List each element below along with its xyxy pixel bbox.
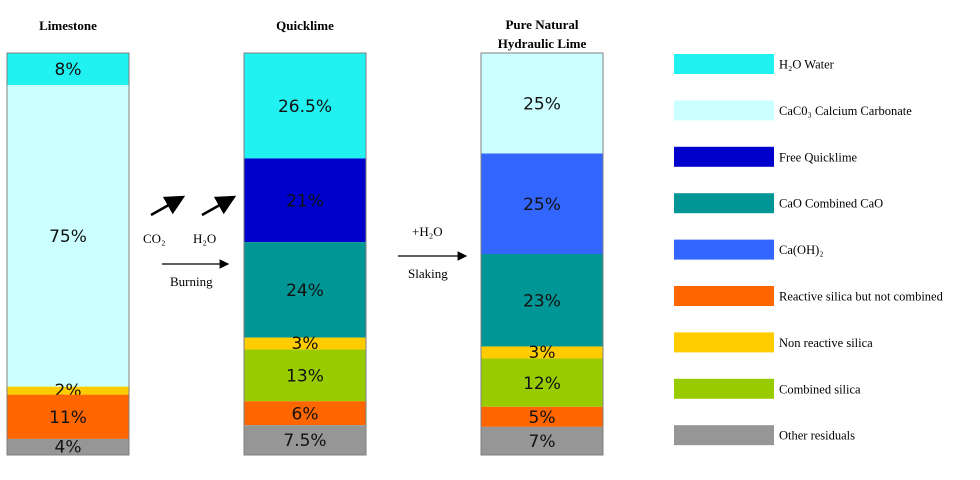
segment-value-label: 12%: [523, 374, 561, 394]
legend-item-other: Other residuals: [674, 425, 855, 446]
legend: H₂O Water CaC0₃ Calcium Carbonate Free Qui…: [674, 54, 944, 446]
bar-segment-combined-silica: [244, 349, 366, 402]
legend-label: Non reactive silica: [779, 336, 873, 350]
legend-label: Ca(OH)₂: [779, 243, 824, 257]
co2-label: CO₂: [143, 231, 166, 246]
bar-segment-caco3: [7, 85, 129, 387]
legend-swatch: [674, 425, 774, 446]
segment-value-label: 6%: [292, 404, 319, 424]
transition-burning: CO₂ H₂O Burning: [143, 195, 237, 289]
bar-segment-combined-cao: [244, 242, 366, 338]
bar-segment-combined-cao: [481, 254, 603, 347]
bar-segment-non-reactive-silica: [7, 386, 129, 395]
column-title: Limestone: [39, 18, 97, 33]
segment-value-label: 21%: [286, 191, 324, 211]
bar-segment-free-quicklime: [244, 158, 366, 243]
legend-label: Combined silica: [779, 382, 861, 396]
column-outline: [243, 52, 367, 456]
bar-segment-other: [7, 438, 129, 455]
legend-swatch: [674, 286, 774, 306]
legend-swatch: [674, 146, 774, 167]
legend-swatch: [674, 378, 774, 399]
bar-segment-h2o: [244, 53, 366, 159]
segment-value-label: 8%: [55, 60, 82, 80]
column-1: 8%75%2%11%4%Limestone: [6, 18, 130, 457]
segment-value-label: 25%: [523, 94, 561, 114]
h2o-release-arrow: [201, 195, 237, 217]
segment-value-label: 11%: [49, 408, 87, 428]
bar-segment-reactive-silica: [481, 406, 603, 427]
bar-segment-reactive-silica: [7, 394, 129, 439]
column-title: Quicklime: [276, 18, 334, 33]
legend-swatch: [674, 332, 774, 353]
segment-value-label: 75%: [49, 227, 87, 247]
segment-value-label: 3%: [292, 334, 319, 354]
segment-value-label: 23%: [523, 291, 561, 311]
segment-value-label: 24%: [286, 281, 324, 301]
legend-swatch: [674, 100, 774, 121]
segment-value-label: 4%: [55, 437, 82, 457]
bar-segment-other: [481, 426, 603, 455]
segment-value-label: 5%: [529, 408, 556, 428]
legend-item-combined-cao: CaO Combined CaO: [674, 193, 883, 214]
bar-segment-caco3: [481, 53, 603, 154]
segment-value-label: 3%: [529, 343, 556, 363]
legend-item-reactive-silica: Reactive silica but not combined: [674, 286, 944, 306]
add-water-label: +H₂O: [412, 224, 443, 239]
legend-item-combined-silica: Combined silica: [674, 378, 861, 399]
column-2: 26.5% 21% 24% 3% 13% 6% 7.5% Quicklime: [243, 18, 367, 456]
legend-item-caco3: CaC0₃ Calcium Carbonate: [674, 100, 912, 121]
legend-swatch: [674, 239, 774, 260]
legend-swatch: [674, 54, 774, 74]
legend-label: CaC0₃ Calcium Carbonate: [779, 104, 912, 118]
column-outline: [480, 52, 604, 456]
bar-segment-non-reactive-silica: [244, 337, 366, 350]
column-title: Hydraulic Lime: [498, 36, 587, 51]
segment-value-label: 13%: [286, 367, 324, 387]
column-3: 25% 25% 23% 3% 12% 5% 7% Pure Natural Hydraulic …: [480, 17, 604, 456]
column-title: Pure Natural: [505, 17, 578, 32]
bar-segment-caoh2: [481, 153, 603, 254]
legend-item-free-quicklime: Free Quicklime: [674, 146, 858, 167]
legend-label: CaO Combined CaO: [779, 197, 883, 211]
slaking-label: Slaking: [408, 266, 448, 281]
legend-item-non-reactive-silica: Non reactive silica: [674, 332, 873, 353]
column-outline: [6, 52, 130, 456]
legend-label: Other residuals: [779, 429, 855, 443]
stacked-columns: 8%75%2%11%4%Limestone26.5%21%24%3%13%6%7…: [6, 17, 604, 457]
bar-segment-other: [244, 425, 366, 455]
segment-value-label: 7.5%: [283, 431, 326, 451]
bar-segment-h2o: [7, 53, 129, 86]
segment-value-label: 7%: [529, 432, 556, 452]
co2-release-arrow: [150, 195, 186, 217]
legend-label: H₂O Water: [779, 58, 835, 72]
legend-label: Reactive silica but not combined: [779, 290, 944, 304]
h2o-release-label: H₂O: [193, 231, 216, 246]
legend-item-caoh2: Ca(OH)₂: [674, 239, 824, 260]
legend-label: Free Quicklime: [779, 150, 858, 164]
bar-segment-combined-silica: [481, 358, 603, 407]
legend-item-h2o: H₂O Water: [674, 54, 835, 74]
segment-value-label: 26.5%: [278, 97, 332, 117]
segment-value-label: 25%: [523, 195, 561, 215]
transition-slaking: +H₂O Slaking: [398, 224, 468, 281]
bar-segment-reactive-silica: [244, 401, 366, 426]
bar-segment-non-reactive-silica: [481, 346, 603, 359]
legend-swatch: [674, 193, 774, 214]
burning-label: Burning: [170, 274, 213, 289]
